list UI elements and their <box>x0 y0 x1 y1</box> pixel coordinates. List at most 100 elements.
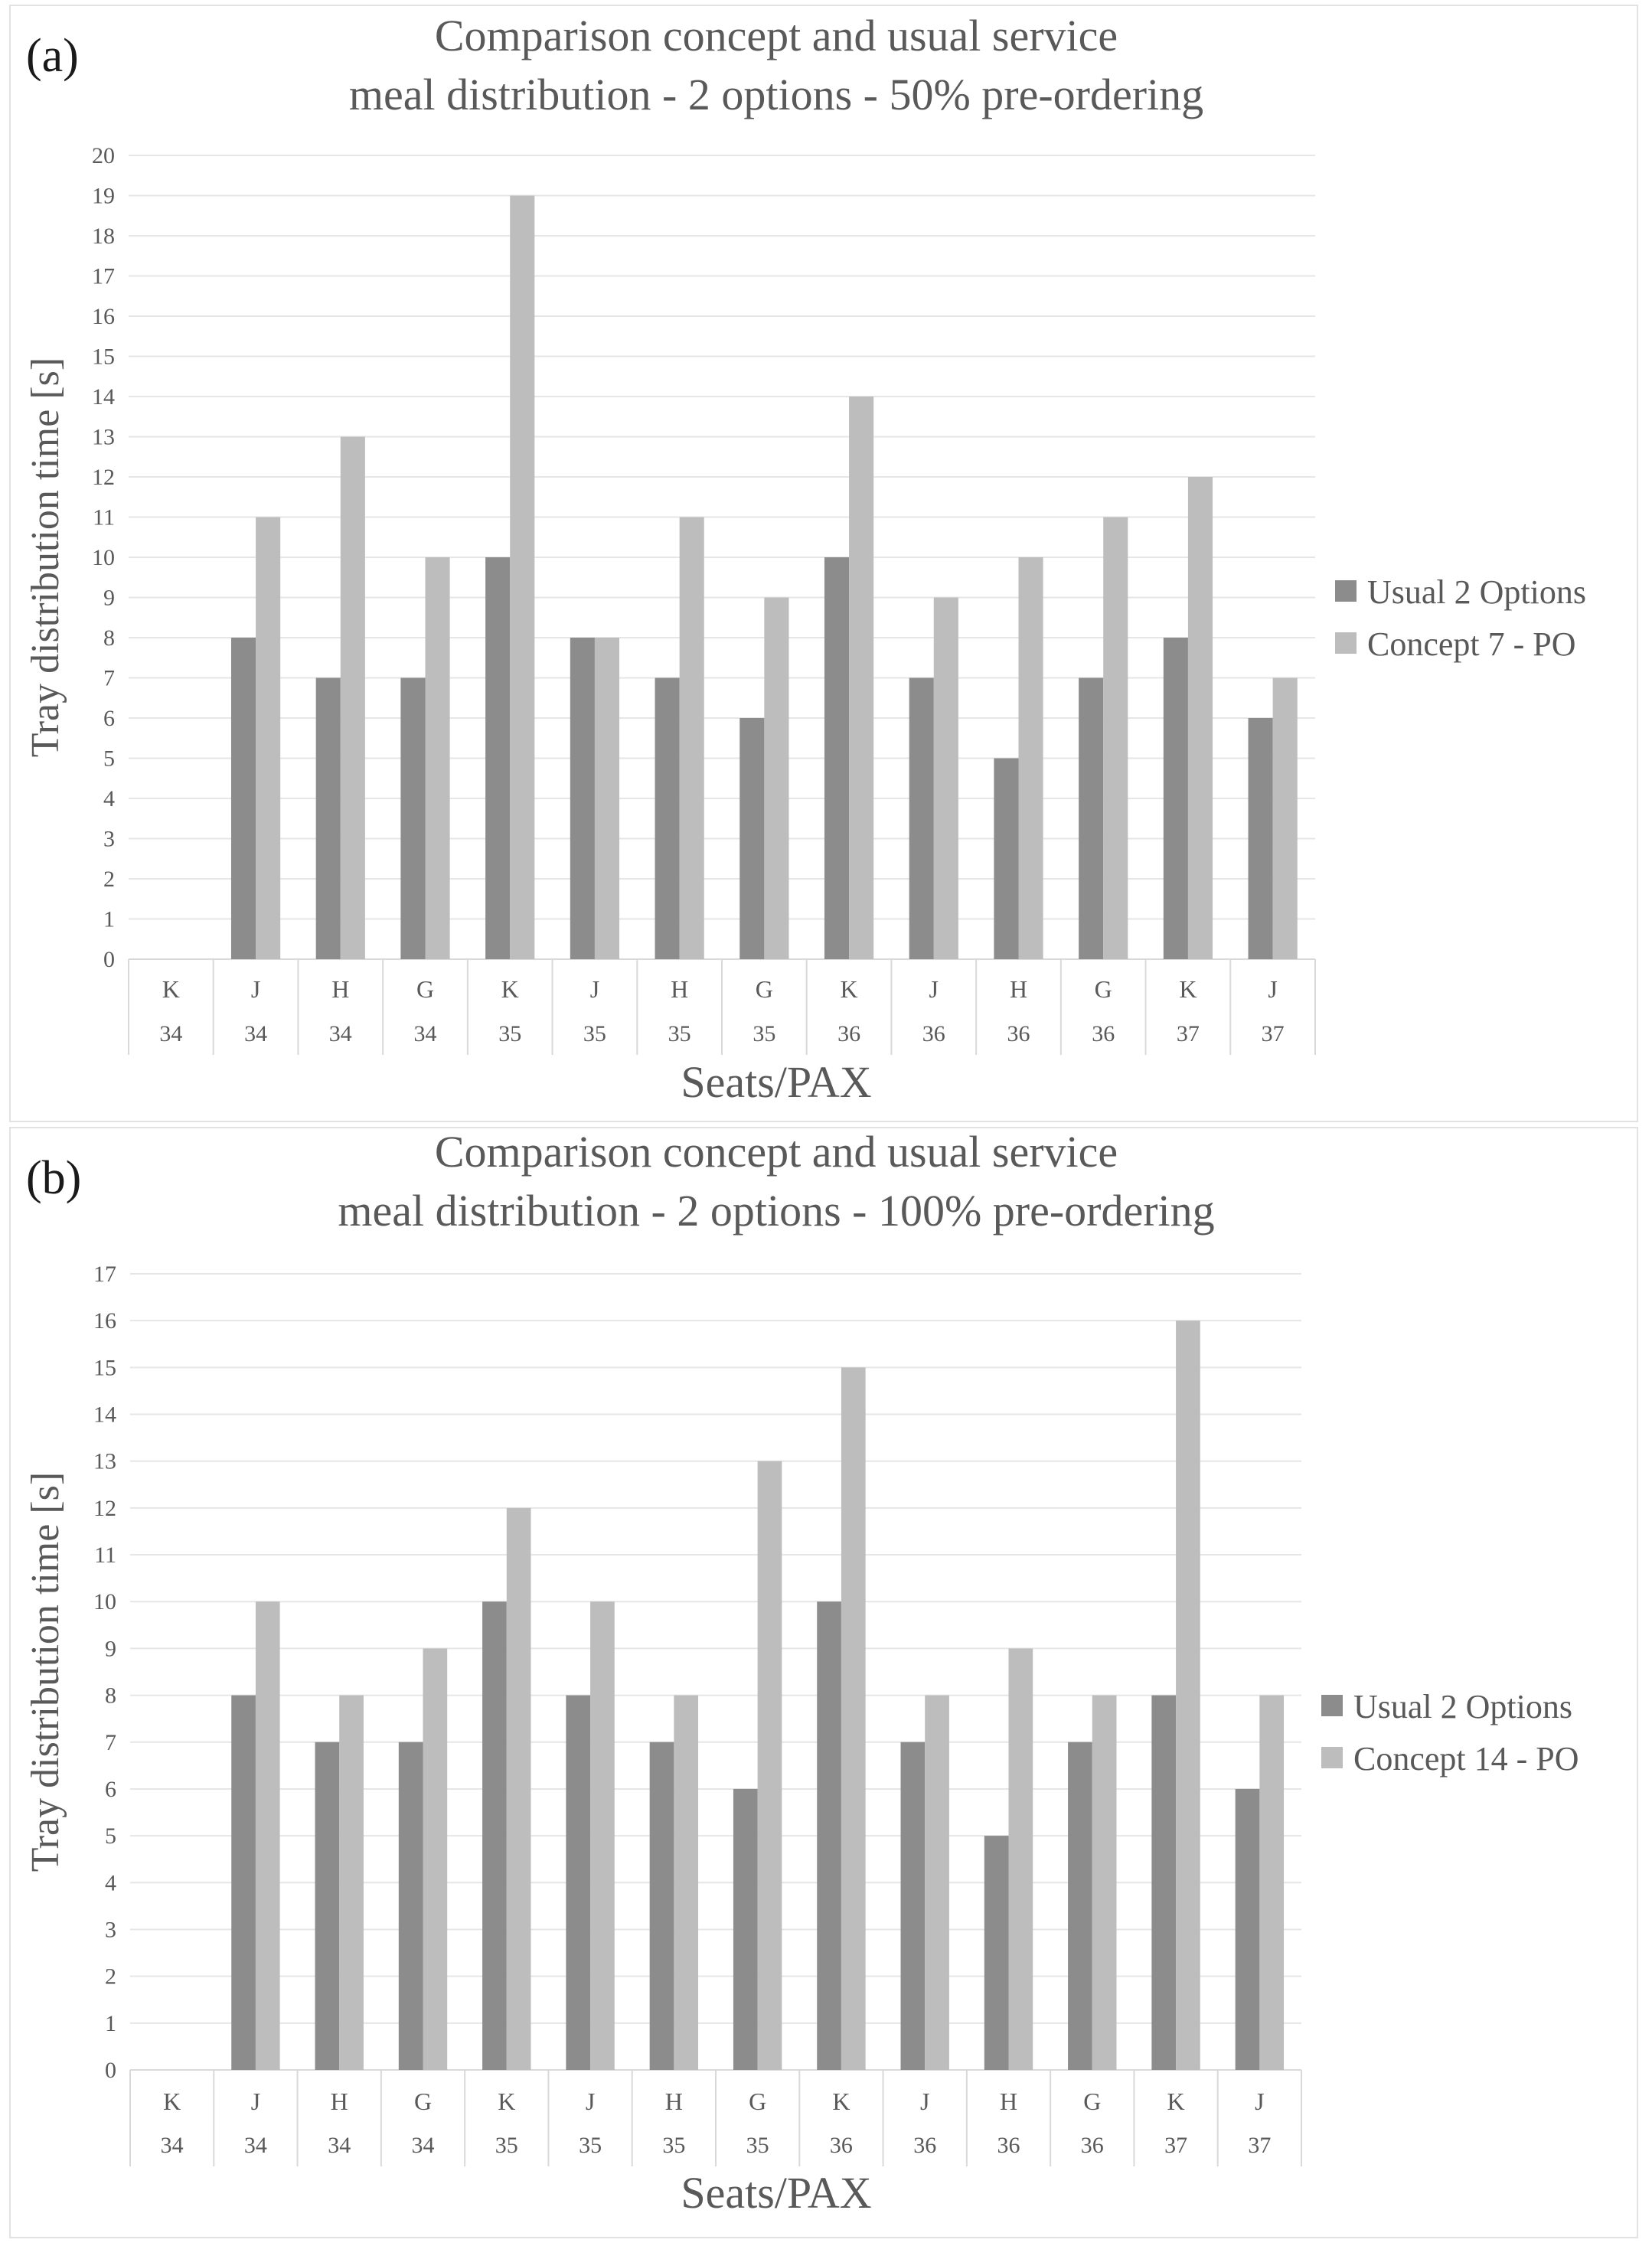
y-tick-label: 9 <box>105 1636 116 1661</box>
y-tick-label: 6 <box>103 706 115 731</box>
bar-concept <box>1272 677 1298 959</box>
bar-usual <box>485 557 511 959</box>
x-tick-label-row: 35 <box>746 2133 769 2158</box>
x-tick-label-seat: G <box>1083 2088 1101 2115</box>
legend-label: Concept 7 - PO <box>1367 625 1576 663</box>
y-tick-label: 1 <box>105 2011 116 2036</box>
bar-usual <box>655 677 680 959</box>
legend-swatch <box>1335 632 1357 654</box>
y-tick-label: 0 <box>105 2058 116 2083</box>
legend-swatch <box>1335 580 1357 602</box>
x-tick-label-seat: K <box>501 975 519 1003</box>
y-tick-label: 12 <box>92 465 115 490</box>
x-tick-label-seat: J <box>1268 975 1277 1003</box>
x-tick-label-row: 34 <box>244 1021 267 1046</box>
x-axis-title: Seats/PAX <box>681 2168 871 2218</box>
bar-usual <box>824 557 850 959</box>
chart-b: Comparison concept and usual service meal… <box>24 1128 1579 2218</box>
x-tick-label-row: 36 <box>837 1021 860 1046</box>
x-tick-label-row: 36 <box>913 2133 936 2158</box>
y-tick-label: 17 <box>93 1262 116 1287</box>
x-tick-label-seat: K <box>832 2088 850 2115</box>
chart-title-line2: meal distribution - 2 options - 100% pre… <box>338 1186 1214 1236</box>
x-tick-label-row: 35 <box>495 2133 518 2158</box>
bar-concept <box>590 1601 615 2070</box>
panel-label-b: (b) <box>26 1152 82 1204</box>
x-tick-label-row: 35 <box>662 2133 685 2158</box>
y-tick-label: 13 <box>92 425 115 450</box>
bar-usual <box>817 1601 841 2070</box>
x-tick-label-seat: K <box>498 2088 515 2115</box>
y-tick-label: 17 <box>92 264 115 289</box>
x-tick-label-seat: K <box>162 975 180 1003</box>
bar-usual <box>994 758 1019 959</box>
bar-concept <box>1008 1648 1033 2070</box>
y-tick-label: 3 <box>105 1917 116 1942</box>
legend-swatch <box>1321 1695 1343 1716</box>
bar-concept <box>674 1695 699 2070</box>
y-tick-label: 19 <box>92 184 115 209</box>
bar-concept <box>1259 1695 1285 2070</box>
y-tick-label: 11 <box>94 1542 116 1568</box>
x-tick-label-row: 35 <box>668 1021 691 1046</box>
x-tick-label-seat: G <box>414 2088 432 2115</box>
x-tick-label-row: 36 <box>922 1021 945 1046</box>
x-tick-label-seat: H <box>1010 975 1027 1003</box>
y-tick-label: 7 <box>105 1730 116 1755</box>
x-tick-label-row: 34 <box>161 2133 184 2158</box>
x-tick-label-seat: J <box>929 975 939 1003</box>
bar-concept <box>849 397 874 959</box>
x-tick-label-seat: K <box>841 975 858 1003</box>
x-tick-label-row: 36 <box>1007 1021 1030 1046</box>
x-tick-label-row: 34 <box>412 2133 435 2158</box>
legend-label: Usual 2 Options <box>1367 573 1586 611</box>
y-tick-label: 20 <box>92 143 115 168</box>
bar-concept <box>256 517 281 959</box>
x-tick-label-seat: J <box>1255 2088 1264 2115</box>
bar-usual <box>909 677 934 959</box>
x-tick-label-row: 36 <box>1081 2133 1104 2158</box>
chart-a: Comparison concept and usual service meal… <box>24 11 1586 1107</box>
x-tick-label-row: 34 <box>159 1021 182 1046</box>
bar-concept <box>764 597 789 959</box>
y-tick-label: 0 <box>103 947 115 972</box>
y-tick-label: 7 <box>103 666 115 691</box>
y-tick-label: 12 <box>93 1496 116 1521</box>
x-axis-title: Seats/PAX <box>681 1057 871 1107</box>
bar-usual <box>739 718 765 959</box>
bar-concept <box>423 1648 448 2070</box>
bar-usual <box>570 638 595 959</box>
y-tick-label: 2 <box>103 867 115 892</box>
bar-usual <box>482 1601 507 2070</box>
x-tick-label-row: 37 <box>1164 2133 1187 2158</box>
x-tick-label-seat: H <box>671 975 688 1003</box>
panel-label-a: (a) <box>26 30 79 82</box>
x-tick-label-seat: H <box>665 2088 683 2115</box>
y-tick-label: 15 <box>92 344 115 370</box>
y-tick-label: 5 <box>105 1823 116 1849</box>
x-tick-label-row: 34 <box>414 1021 437 1046</box>
x-tick-label-seat: G <box>416 975 434 1003</box>
legend-label: Usual 2 Options <box>1353 1688 1572 1725</box>
x-tick-label-seat: J <box>586 2088 595 2115</box>
bar-usual <box>400 677 426 959</box>
bar-usual <box>231 1695 256 2070</box>
x-tick-label-seat: K <box>163 2088 181 2115</box>
bar-concept <box>510 195 535 959</box>
x-tick-label-row: 37 <box>1177 1021 1200 1046</box>
bar-usual <box>900 1742 926 2070</box>
x-tick-label-row: 35 <box>583 1021 606 1046</box>
x-tick-label-seat: H <box>331 975 349 1003</box>
x-tick-label-row: 37 <box>1248 2133 1271 2158</box>
x-tick-label-seat: J <box>920 2088 929 2115</box>
y-tick-label: 13 <box>93 1449 116 1474</box>
bar-usual <box>398 1742 423 2070</box>
x-tick-label-seat: K <box>1167 2088 1185 2115</box>
x-tick-label-row: 35 <box>498 1021 521 1046</box>
y-tick-label: 2 <box>105 1964 116 1990</box>
y-tick-label: 5 <box>103 746 115 772</box>
bar-usual <box>315 677 341 959</box>
x-tick-label-row: 36 <box>1092 1021 1115 1046</box>
y-tick-label: 15 <box>93 1355 116 1380</box>
bar-concept <box>757 1461 782 2070</box>
